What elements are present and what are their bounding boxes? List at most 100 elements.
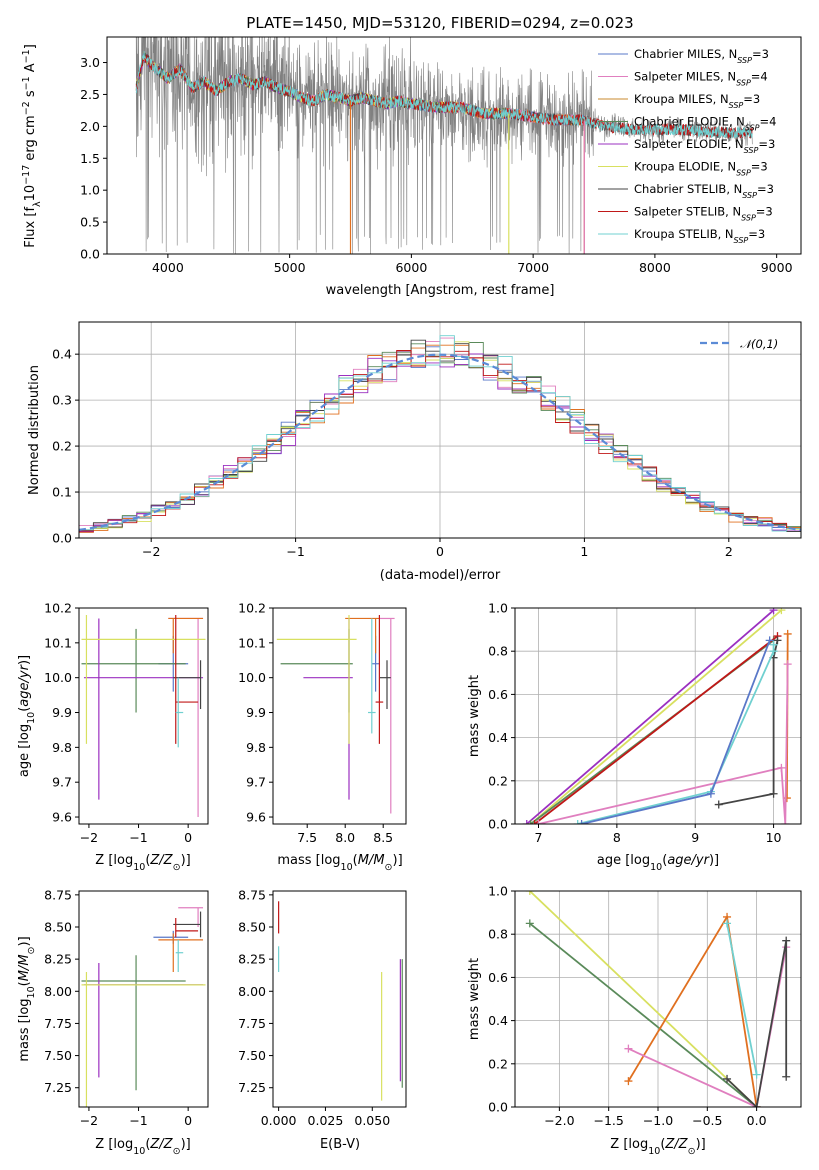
y-tick-label: 10.0 — [238, 670, 266, 685]
weight-point — [534, 820, 543, 824]
y-tick-label: 7.25 — [44, 1080, 72, 1095]
weight-point — [769, 608, 778, 615]
weight-point — [765, 636, 774, 645]
y-tick-label: 0.0 — [80, 247, 100, 262]
y-tick-label: 9.8 — [52, 740, 72, 755]
plot-area — [278, 901, 403, 1101]
plot-layer: 4000 5000 6000 7000 8000 90000.00.51.01.52.02… — [17, 36, 802, 1157]
weight-point — [525, 891, 534, 895]
x-tick-label: 10 — [766, 830, 782, 845]
weight-point — [781, 820, 790, 824]
legend-text: Salpeter MILES, N — [634, 70, 736, 84]
y-tick-label: 1.0 — [488, 601, 508, 616]
legend-sub: SSP — [736, 168, 751, 177]
plot-area — [79, 322, 801, 538]
x-axis-label: E(B-V) — [320, 1137, 360, 1152]
x-tick-label: −2 — [80, 830, 98, 845]
y-tick-label: 8.25 — [238, 952, 266, 967]
weight-point — [783, 629, 792, 638]
x-tick-label: −1 — [129, 830, 147, 845]
y-tick-label: 0.1 — [52, 485, 72, 500]
weight-line-chabrier-elodie — [529, 922, 758, 1107]
legend-text: Kroupa STELIB, N — [634, 227, 734, 241]
y-tick-label: 0.0 — [52, 531, 72, 546]
y-tick-label: 1.5 — [80, 151, 100, 166]
y-tick-label: 7.25 — [238, 1080, 266, 1095]
y-tick-label: 1.0 — [488, 884, 508, 899]
legend-entry: Chabrier MILES, NSSP=3 — [634, 47, 769, 65]
y-tick-label: 0.5 — [80, 215, 100, 230]
x-tick-label: 8 — [613, 830, 621, 845]
weight-line-chabrier-miles — [581, 640, 771, 824]
y-tick-label: 2.5 — [80, 87, 100, 102]
label-part: ⊙ — [385, 862, 393, 873]
y-tick-label: 0.0 — [488, 817, 508, 832]
y-tick-label: 8.50 — [44, 920, 72, 935]
y-tick-label: 0.2 — [488, 1056, 508, 1071]
legend-sub: SSP — [742, 191, 757, 200]
chart-spectrum: 4000 5000 6000 7000 8000 9000 0.0 0.5 1.0 1.5 2.0 2… — [21, 36, 802, 298]
label-part: ( — [660, 1137, 665, 1152]
weight-point — [773, 636, 782, 645]
x-tick-label: 8000 — [639, 260, 671, 275]
x-tick-label: 8.5 — [373, 830, 393, 845]
x-tick-label: 1 — [580, 544, 588, 559]
y-tick-label: 9.7 — [246, 775, 266, 790]
label-part: Z/Z — [149, 1137, 173, 1152]
x-axis-label: age [log10(age/yr)] — [597, 853, 719, 873]
label-part: Flux [f — [23, 207, 38, 248]
weight-point — [525, 919, 534, 928]
axes-frame — [514, 890, 802, 1108]
label-part: A — [23, 63, 38, 76]
legend-text: Kroupa ELODIE, N — [634, 160, 736, 174]
y-tick-label: 9.9 — [52, 705, 72, 720]
y-tick-label: 0.8 — [488, 927, 508, 942]
legend-entry: Kroupa STELIB, NSSP=3 — [634, 227, 765, 245]
label-part: )] — [181, 1137, 191, 1152]
x-tick-label: 2 — [725, 544, 733, 559]
axes-frame — [78, 607, 209, 825]
label-part: ( — [145, 853, 150, 868]
x-tick-label: −2 — [80, 1113, 98, 1128]
y-axis-label: Normed distribution — [27, 365, 42, 495]
label-part: 10 — [650, 862, 662, 873]
weight-point — [752, 1070, 761, 1079]
legend-entry: Chabrier STELIB, NSSP=3 — [634, 182, 774, 200]
weight-point — [769, 789, 778, 798]
label-part: ] — [23, 44, 38, 49]
legend-suffix: =3 — [758, 137, 775, 151]
label-part: 10 — [26, 986, 37, 998]
legend-entry: Kroupa ELODIE, NSSP=3 — [634, 160, 768, 178]
label-part: Z [log — [95, 853, 133, 868]
weight-point — [783, 660, 792, 669]
y-tick-label: 7.75 — [44, 1016, 72, 1031]
weight-point — [624, 1044, 633, 1053]
legend-sub: SSP — [741, 213, 756, 222]
y-axis-label: mass [log10(M/M⊙)] — [17, 936, 37, 1061]
label-part: ( — [17, 707, 32, 712]
label-part: )] — [696, 1137, 706, 1152]
label-part: age [log — [597, 853, 650, 868]
y-tick-label: 0.4 — [52, 347, 72, 362]
weight-point — [714, 800, 723, 809]
y-tick-label: 10.1 — [238, 635, 266, 650]
legend: Chabrier MILES, NSSP=3 Salpeter MILES, N S… — [598, 47, 776, 245]
chart-age-vs-mass: 7.5 8.0 8.5 9.6 9.7 9.8 9.9 10.0 10.1 10.2 mass [l… — [238, 601, 407, 873]
weight-line-kroupa-stelib — [577, 644, 775, 824]
label-part: −2 — [21, 101, 32, 115]
weight-line-salpeter-miles — [538, 664, 789, 824]
label-part: M/M — [17, 954, 32, 981]
y-tick-label: 8.75 — [238, 887, 266, 902]
axes-frame — [78, 890, 209, 1108]
label-part: 10 — [341, 862, 353, 873]
y-tick-label: 9.7 — [52, 775, 72, 790]
y-tick-label: 8.75 — [44, 887, 72, 902]
legend-entry: 𝒩(0,1) — [740, 337, 778, 351]
x-tick-label: 7000 — [517, 260, 549, 275]
axes-frame — [106, 36, 802, 255]
axes-frame — [78, 321, 802, 539]
y-tick-label: 0.4 — [488, 730, 508, 745]
label-part: )] — [709, 853, 719, 868]
label-part: Z [log — [610, 1137, 648, 1152]
label-part: 10 — [133, 862, 145, 873]
